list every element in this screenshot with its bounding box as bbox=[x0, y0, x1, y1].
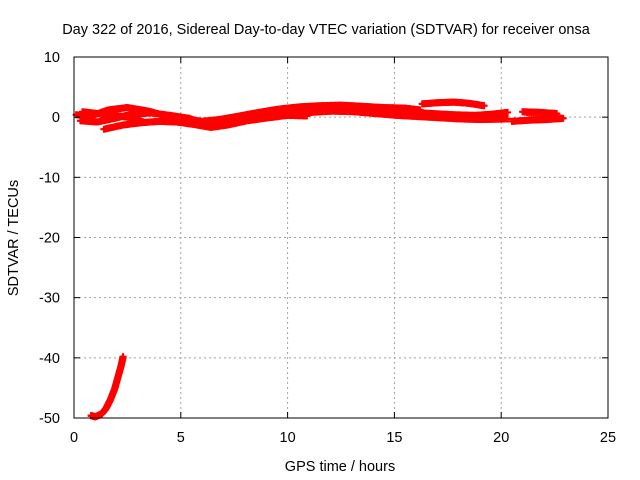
series-track-4 bbox=[79, 108, 144, 123]
data-point bbox=[136, 115, 144, 123]
x-tick-label: 15 bbox=[386, 430, 402, 446]
series-track-5 bbox=[260, 104, 512, 119]
data-point bbox=[119, 353, 127, 361]
y-tick-label: -50 bbox=[39, 411, 60, 427]
y-tick-label: 0 bbox=[52, 110, 60, 126]
data-points bbox=[72, 98, 567, 421]
data-point bbox=[553, 110, 561, 118]
x-axis-label: GPS time / hours bbox=[285, 459, 395, 475]
data-point bbox=[303, 112, 311, 120]
chart-title: Day 322 of 2016, Sidereal Day-to-day VTE… bbox=[62, 22, 591, 38]
series-track-7 bbox=[508, 108, 567, 125]
x-tick-label: 25 bbox=[600, 430, 616, 446]
axis-ticks: 0 5 10 15 20 25 -50 -40 -30 -20 -10 0 10 bbox=[39, 50, 616, 446]
data-point bbox=[480, 102, 488, 110]
x-tick-label: 10 bbox=[280, 430, 296, 446]
data-point bbox=[504, 115, 512, 123]
y-axis-label: SDTVAR / TECUs bbox=[6, 180, 22, 296]
y-tick-label: -40 bbox=[39, 351, 60, 367]
y-tick-label: -10 bbox=[39, 170, 60, 186]
x-tick-label: 20 bbox=[493, 430, 509, 446]
y-tick-label: -20 bbox=[39, 231, 60, 247]
x-tick-label: 0 bbox=[70, 430, 78, 446]
series-track-8 bbox=[87, 353, 127, 421]
y-tick-label: 10 bbox=[44, 50, 60, 66]
x-tick-label: 5 bbox=[177, 430, 185, 446]
y-tick-label: -30 bbox=[39, 291, 60, 307]
data-point bbox=[504, 108, 512, 116]
series-track-6 bbox=[418, 98, 488, 110]
